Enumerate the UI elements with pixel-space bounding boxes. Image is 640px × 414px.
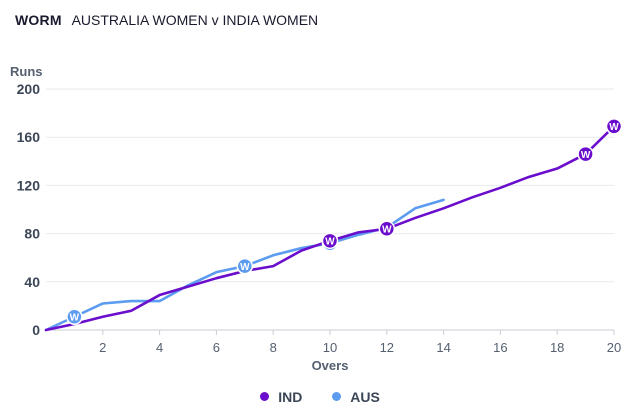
y-tick-label: 160 xyxy=(17,129,41,145)
legend-item-aus[interactable]: AUS xyxy=(332,389,380,405)
wicket-marker-label: W xyxy=(581,150,591,161)
wicket-marker-circle xyxy=(378,220,396,238)
wicket-marker-circle xyxy=(66,308,83,325)
legend-label-ind: IND xyxy=(278,388,303,405)
x-tick-label: 16 xyxy=(493,340,507,355)
chart-type-tag: WORM xyxy=(15,12,62,28)
wicket-marker-ind: W xyxy=(577,145,594,163)
wicket-marker-label: W xyxy=(240,262,250,273)
x-axis-label: Overs xyxy=(312,358,349,373)
wicket-marker-aus: W xyxy=(66,308,83,325)
legend-marker-aus xyxy=(332,392,342,401)
y-tick-label: 40 xyxy=(24,274,40,290)
wicket-marker-label: W xyxy=(609,122,619,133)
wicket-marker-ind: W xyxy=(605,118,623,135)
wicket-marker-label: W xyxy=(70,313,80,324)
x-tick-label: 14 xyxy=(436,340,450,355)
wicket-marker-label: W xyxy=(382,225,392,236)
y-tick-label: 80 xyxy=(24,226,40,242)
x-tick-label: 2 xyxy=(99,340,106,355)
x-tick-label: 6 xyxy=(213,340,220,355)
chart-header: WORM AUSTRALIA WOMEN v INDIA WOMEN xyxy=(15,12,318,28)
x-tick-label: 12 xyxy=(380,340,394,355)
match-title: AUSTRALIA WOMEN v INDIA WOMEN xyxy=(71,12,319,28)
y-tick-label: 0 xyxy=(32,322,40,338)
wicket-marker-circle xyxy=(577,145,594,163)
wicket-marker-circle xyxy=(605,118,623,135)
y-tick-label: 200 xyxy=(17,81,41,97)
legend: IND AUS xyxy=(0,388,640,405)
wicket-marker-circle xyxy=(236,257,254,275)
legend-label-aus: AUS xyxy=(350,388,380,405)
legend-marker-ind xyxy=(260,392,270,401)
series-line-ind xyxy=(44,125,616,332)
wicket-marker-aus: W xyxy=(236,257,254,275)
x-tick-label: 8 xyxy=(270,340,277,355)
wicket-marker-ind: W xyxy=(321,232,339,250)
y-tick-label: 120 xyxy=(17,177,41,193)
legend-item-ind[interactable]: IND xyxy=(260,389,302,405)
wicket-marker-label: W xyxy=(325,237,335,248)
x-tick-label: 10 xyxy=(323,340,337,355)
y-axis-label: Runs xyxy=(10,64,43,79)
x-tick-label: 4 xyxy=(156,340,163,355)
x-tick-label: 20 xyxy=(607,340,621,355)
wicket-marker-circle xyxy=(321,232,339,250)
wicket-marker-ind: W xyxy=(378,220,396,238)
x-tick-label: 18 xyxy=(550,340,564,355)
